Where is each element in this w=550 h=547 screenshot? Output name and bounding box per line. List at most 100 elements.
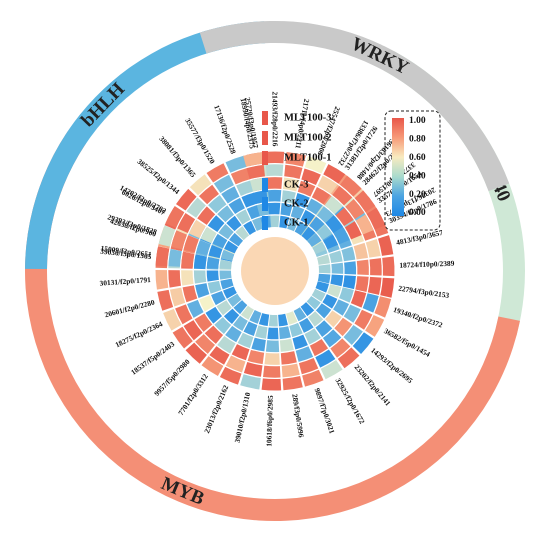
heat-cell-myb-8-mlt100-1 xyxy=(247,349,265,365)
heat-cell-wd40-6-ck-3 xyxy=(342,275,356,290)
heat-cell-wd40-4-ck-2 xyxy=(329,250,343,264)
heat-cell-wrky-6-mlt100-3 xyxy=(354,190,376,213)
heat-cell-myb-2-mlt100-2 xyxy=(343,324,363,346)
heat-cell-myb-12-mlt100-1 xyxy=(194,313,213,332)
heatmap-cells xyxy=(155,151,395,391)
heat-cell-wrky-2-mlt100-3 xyxy=(285,152,306,167)
heat-cell-wd40-4-mlt100-3 xyxy=(378,235,394,256)
heat-cell-wd40-6-ck-2 xyxy=(330,274,344,287)
gene-label: 19340/f2p0/2372 xyxy=(392,305,444,330)
heat-cell-bhlh-4-ck-3 xyxy=(217,205,235,223)
heat-cell-bhlh-3-mlt100-2 xyxy=(186,197,206,218)
heat-cell-wrky-4-ck-3 xyxy=(306,198,323,215)
gene-label: 22794/f3p0/2153 xyxy=(398,284,450,300)
heat-cell-myb-4-mlt100-3 xyxy=(320,360,343,380)
heat-cell-wd40-4-mlt100-2 xyxy=(365,239,381,258)
heat-cell-myb-0-ck-2 xyxy=(327,284,342,298)
heat-cell-myb-1-mlt100-2 xyxy=(354,309,373,330)
heat-cell-myb-13-ck-1 xyxy=(223,286,237,299)
heat-cell-bhlh-3-ck-3 xyxy=(207,215,225,233)
heat-cell-wrky-7-mlt100-2 xyxy=(355,214,374,235)
gene-label: 9957/f5p0/2980 xyxy=(152,357,192,398)
legend-tick-label: 0.60 xyxy=(409,153,426,163)
gene-label: 4813/f3p0/3657 xyxy=(395,228,444,247)
heat-cell-wrky-3-ck-3 xyxy=(294,193,310,209)
color-legend: 1.00 0.80 0.60 0.40 0.20 0.00 xyxy=(384,110,441,231)
gene-label: 14202/f2p0/2702 xyxy=(118,183,168,215)
heat-cell-wrky-5-ck-1 xyxy=(301,226,316,241)
heat-cell-myb-5-mlt100-1 xyxy=(295,346,314,362)
heat-cell-bhlh-6-mlt100-2 xyxy=(230,167,251,185)
heat-cell-myb-4-ck-2 xyxy=(299,317,314,333)
heat-cell-myb-3-mlt100-2 xyxy=(330,338,351,358)
gene-label: 17136/f2p0/2528 xyxy=(212,104,238,156)
gene-label: 14293/f2p0/2695 xyxy=(369,346,415,386)
heat-cell-myb-1-ck-2 xyxy=(322,294,338,309)
heat-cell-myb-15-ck-3 xyxy=(193,270,207,284)
family-label-bhlh: bHLH xyxy=(77,79,129,132)
heat-cell-myb-9-mlt100-2 xyxy=(225,355,246,373)
gene-label: 21493/f28p0/2216 xyxy=(271,91,280,146)
heat-cell-wrky-7-mlt100-1 xyxy=(344,221,362,240)
heat-cell-myb-2-ck-3 xyxy=(325,310,342,328)
heat-cell-myb-5-ck-1 xyxy=(286,311,298,325)
heat-cell-wd40-5-mlt100-2 xyxy=(369,258,382,276)
heat-cell-bhlh-6-ck-1 xyxy=(252,217,264,231)
row-marker xyxy=(262,197,268,211)
heat-cell-bhlh-2-ck-2 xyxy=(212,233,228,249)
heat-cell-myb-1-ck-1 xyxy=(311,288,326,302)
legend-tick-label: 0.00 xyxy=(409,208,426,218)
family-label-wrky: WRKY xyxy=(348,33,412,79)
center-disc xyxy=(241,237,309,305)
heat-cell-bhlh-4-ck-2 xyxy=(226,215,242,232)
heat-cell-wrky-4-ck-1 xyxy=(294,221,308,236)
heat-cell-myb-11-mlt100-1 xyxy=(204,325,224,344)
heat-cell-myb-14-mlt100-1 xyxy=(182,285,198,303)
heat-cell-wrky-3-ck-1 xyxy=(287,217,299,232)
heat-cell-myb-7-ck-2 xyxy=(267,327,279,340)
heat-cell-bhlh-5-ck-1 xyxy=(243,220,257,235)
heat-cell-wrky-7-mlt100-3 xyxy=(366,207,386,230)
heat-cell-wd40-6-ck-1 xyxy=(317,273,331,284)
heat-cell-myb-13-mlt100-1 xyxy=(187,299,204,318)
gene-label: 23013/f2p0/2162 xyxy=(202,383,230,434)
heat-cell-myb-14-ck-3 xyxy=(195,283,210,299)
heat-cell-wrky-4-mlt100-1 xyxy=(311,187,331,205)
heat-cell-wrky-5-mlt100-2 xyxy=(332,185,353,206)
heat-cell-myb-15-mlt100-3 xyxy=(155,270,169,290)
heat-cell-myb-0-mlt100-1 xyxy=(350,290,367,308)
heat-cell-myb-4-ck-3 xyxy=(304,328,321,345)
legend-ticks: 1.00 0.80 0.60 0.40 0.20 0.00 xyxy=(409,116,426,218)
heat-cell-myb-3-ck-2 xyxy=(308,311,324,327)
heat-cell-bhlh-2-mlt100-3 xyxy=(165,206,185,228)
heat-cell-myb-10-ck-2 xyxy=(233,315,248,331)
heat-cell-myb-8-mlt100-2 xyxy=(243,362,263,377)
heat-cell-myb-0-ck-3 xyxy=(339,287,354,303)
heat-cell-wrky-2-ck-2 xyxy=(280,203,293,217)
heat-cell-myb-3-mlt100-3 xyxy=(337,347,360,369)
gene-label: 9897/f7p0/3021 xyxy=(313,387,337,435)
heat-cell-wd40-4-mlt100-1 xyxy=(353,242,368,260)
heat-cell-wrky-6-mlt100-2 xyxy=(345,198,365,220)
family-arc-wrky xyxy=(199,20,510,192)
heat-cell-myb-4-mlt100-2 xyxy=(315,349,336,368)
legend-frame xyxy=(384,110,441,231)
heat-cell-myb-7-mlt100-2 xyxy=(263,365,281,378)
gene-label: 23202/f2p0/2141 xyxy=(353,363,393,408)
heat-cell-myb-13-ck-3 xyxy=(199,295,215,312)
heat-cell-bhlh-3-mlt100-1 xyxy=(197,206,216,225)
heat-cell-bhlh-2-mlt100-2 xyxy=(177,212,196,233)
heat-cell-wrky-6-ck-2 xyxy=(316,224,333,241)
heat-cell-bhlh-2-mlt100-1 xyxy=(188,219,206,239)
heat-cell-wrky-1-mlt100-3 xyxy=(264,151,285,164)
heat-cell-bhlh-3-mlt100-3 xyxy=(175,188,197,211)
heat-cell-myb-15-mlt100-2 xyxy=(168,270,181,288)
heat-cell-myb-8-ck-3 xyxy=(251,337,266,352)
heat-cell-bhlh-0-mlt100-3 xyxy=(155,246,170,267)
family-label-myb: MYB xyxy=(158,473,207,510)
heat-cell-bhlh-1-ck-2 xyxy=(208,244,223,259)
heat-cell-wd40-5-ck-3 xyxy=(344,261,357,275)
heat-cell-myb-14-mlt100-3 xyxy=(157,289,174,311)
row-label: MLT100-1 xyxy=(284,152,331,163)
heat-cell-myb-10-ck-1 xyxy=(240,305,254,320)
